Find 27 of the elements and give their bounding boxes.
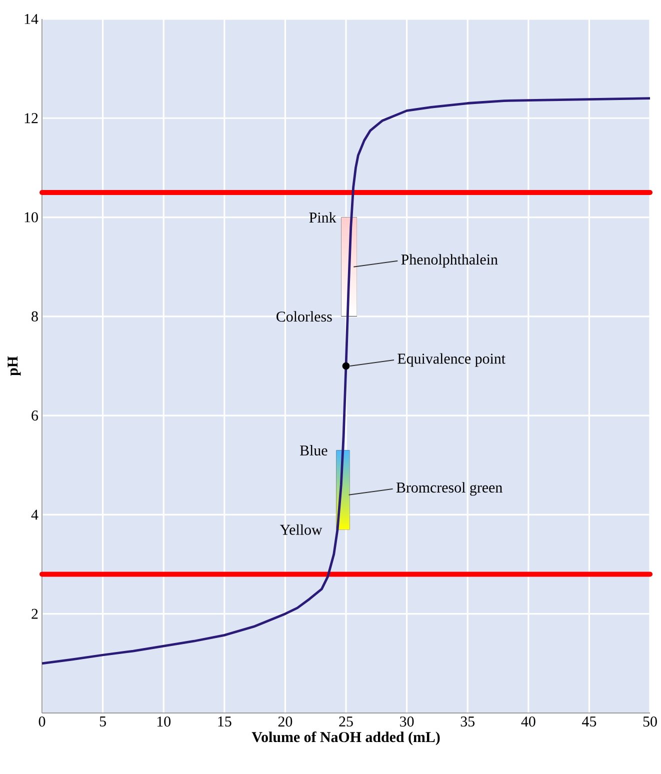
annotation: Equivalence point	[398, 353, 506, 367]
annotation: Colorless	[276, 311, 332, 322]
x-tick-label: 50	[644, 716, 658, 727]
y-tick-label: 8	[32, 311, 38, 322]
y-tick-label: 10	[24, 212, 38, 222]
x-tick-label: 45	[582, 716, 596, 726]
y-tick-label: 14	[24, 14, 38, 24]
y-tick-label: 4	[31, 510, 38, 520]
x-axis-title: Volume of NaOH added (mL)	[252, 731, 440, 746]
annotation: Phenolphthalein	[401, 254, 498, 268]
x-tick-label: 40	[521, 716, 536, 727]
y-tick-label: 12	[24, 113, 38, 124]
x-tick-label: 10	[158, 716, 171, 727]
y-tick-label: 2	[32, 608, 38, 619]
x-tick-label: 5	[100, 716, 106, 726]
x-tick-label: 20	[278, 716, 292, 727]
y-tick-label: 6	[32, 410, 38, 421]
x-tick-label: 0	[38, 716, 46, 727]
annotation: Pink	[309, 212, 336, 222]
x-tick-label: 35	[460, 716, 475, 727]
x-tick-label: 15	[218, 716, 232, 727]
annotation: Bromcresol green	[396, 482, 503, 496]
y-axis-title: pH	[8, 356, 21, 376]
annotation: Blue	[300, 445, 328, 456]
annotation: Yellow	[280, 524, 322, 535]
x-tick-label: 25	[339, 716, 353, 727]
x-tick-label: 30	[400, 716, 414, 727]
